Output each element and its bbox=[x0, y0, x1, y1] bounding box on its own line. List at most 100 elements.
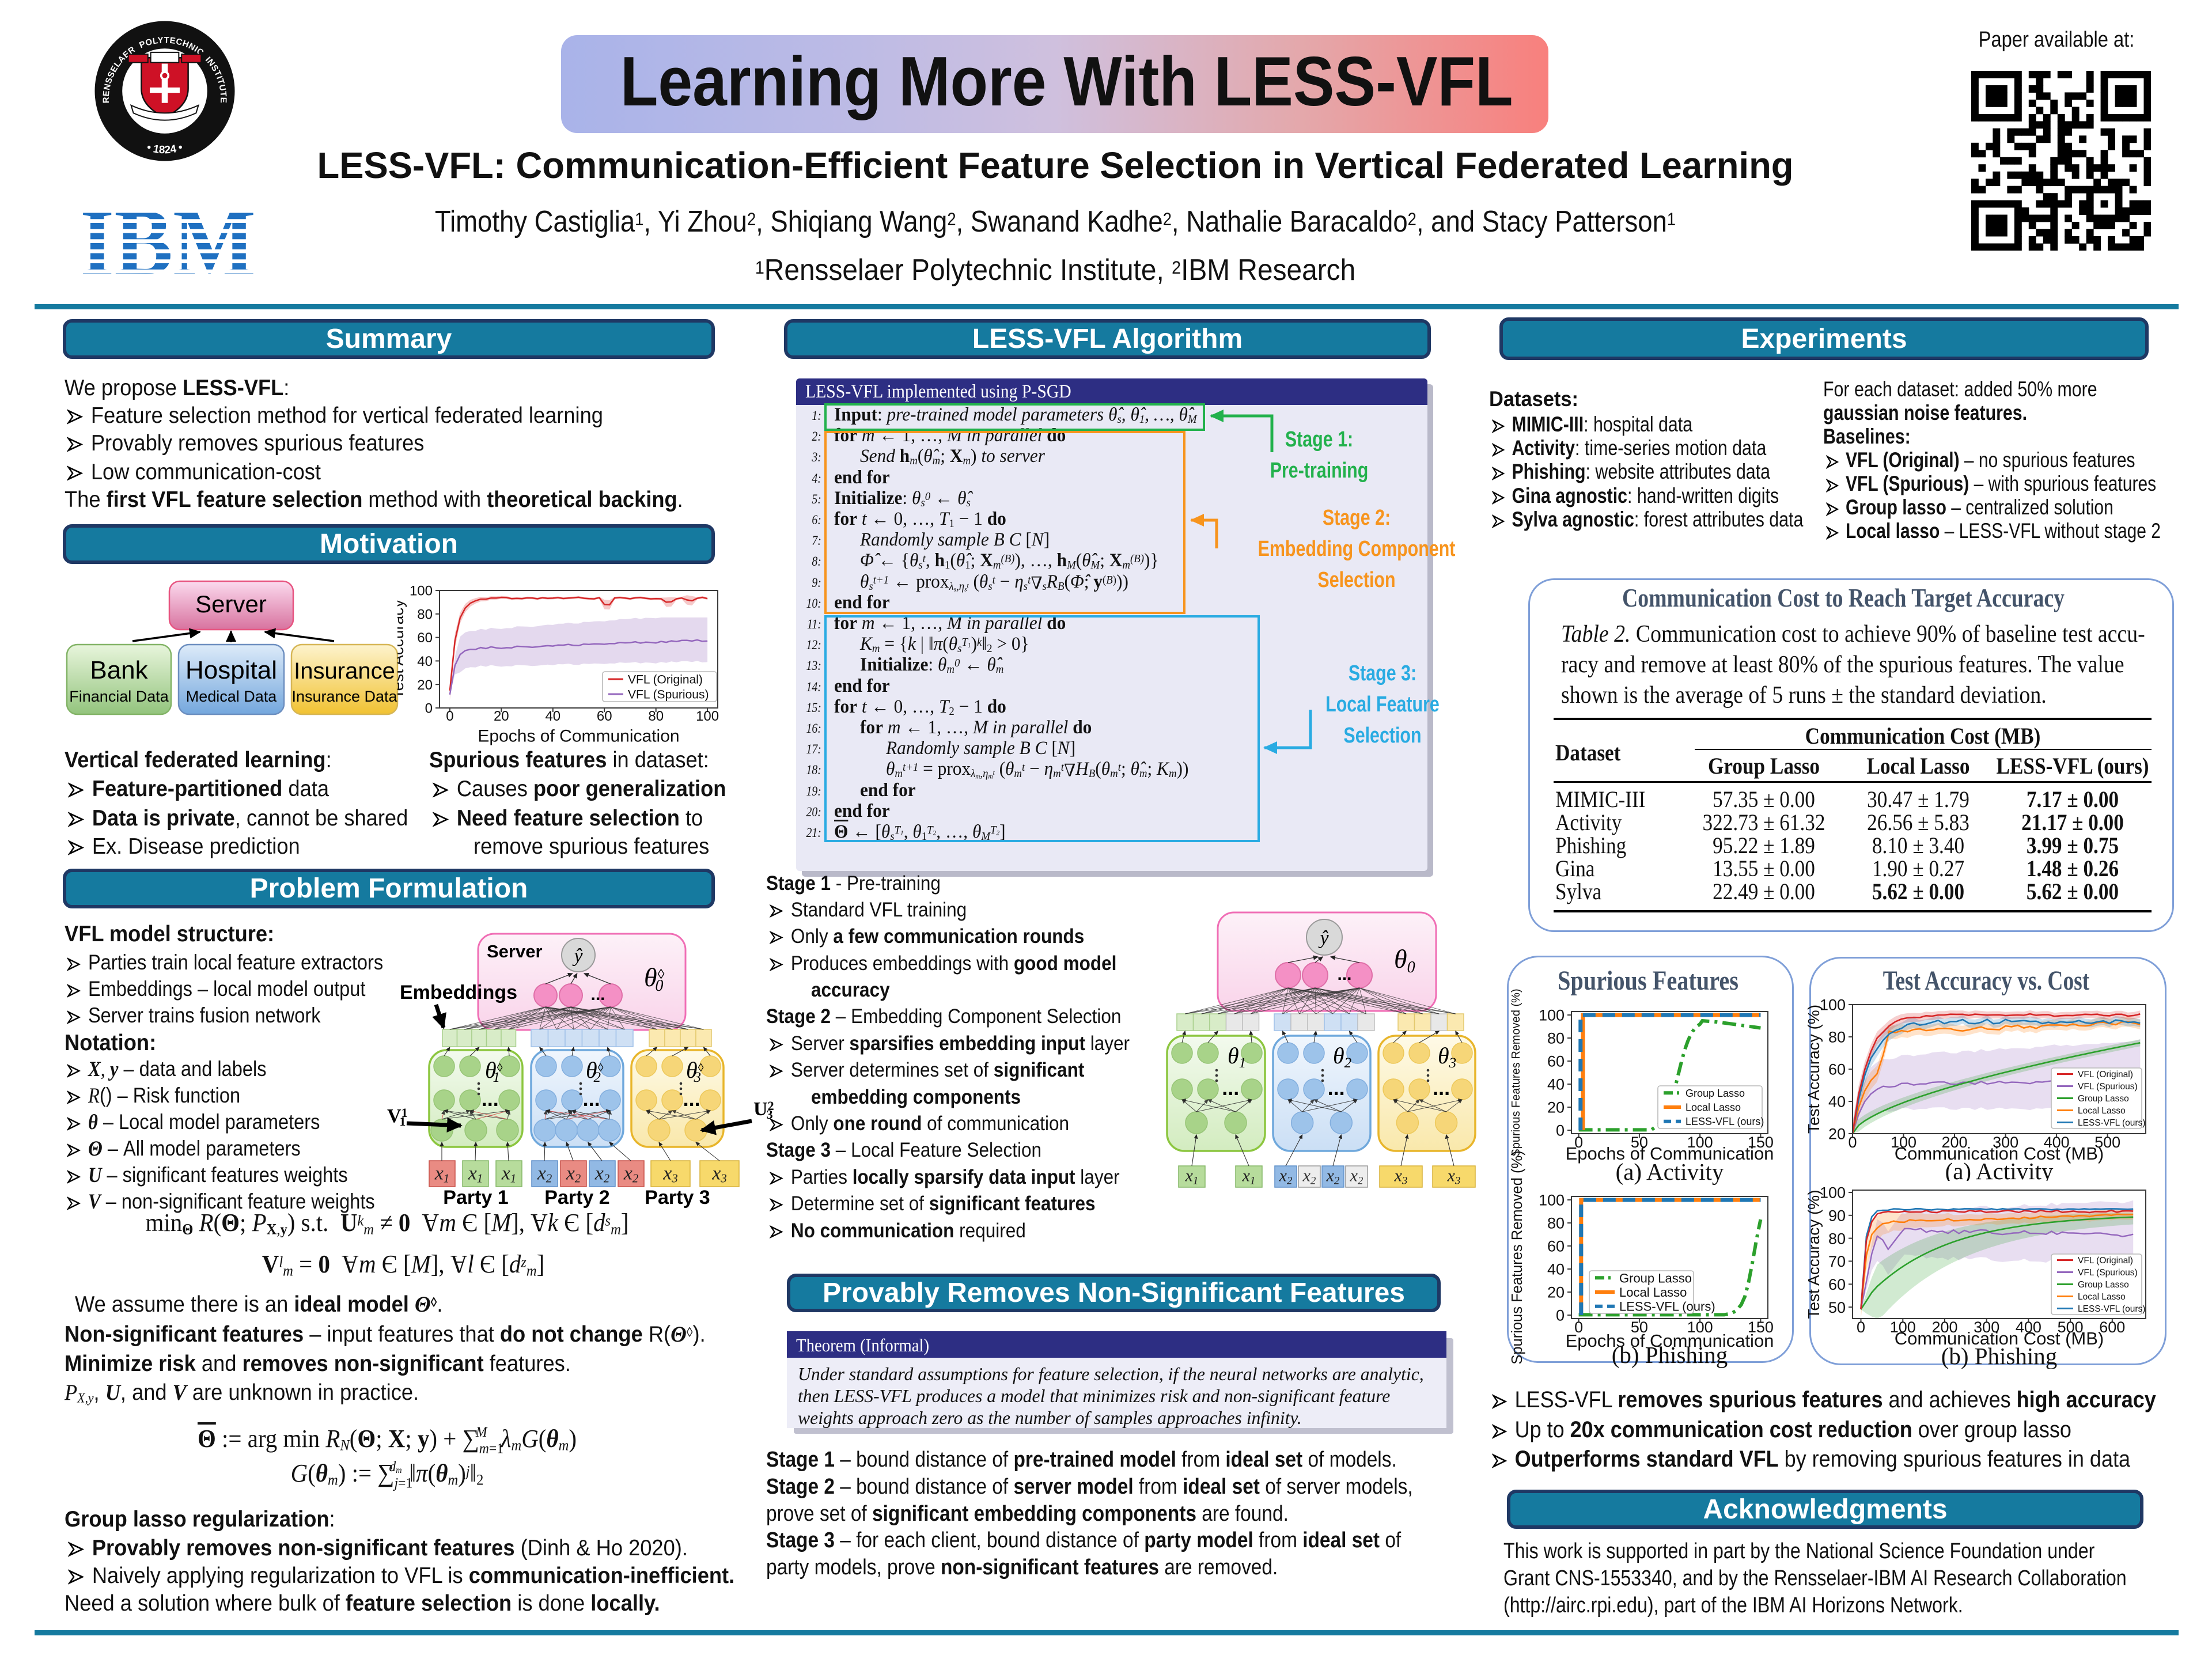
svg-text:θ◊2: θ◊ 2 bbox=[586, 1057, 604, 1085]
svg-text:LESS-VFL (ours): LESS-VFL (ours) bbox=[1685, 1116, 1764, 1127]
svg-text:x3: x3 bbox=[662, 1162, 678, 1185]
svg-text:LESS-VFL (ours): LESS-VFL (ours) bbox=[2078, 1304, 2145, 1314]
svg-text:x2: x2 bbox=[1302, 1166, 1316, 1187]
svg-text:...: ... bbox=[683, 1087, 700, 1111]
svg-text:0: 0 bbox=[1556, 1307, 1565, 1324]
svg-text:Party 1: Party 1 bbox=[443, 1187, 508, 1209]
svg-text:Communication Cost (MB): Communication Cost (MB) bbox=[1895, 1328, 2104, 1349]
svg-text:Communication Cost (MB): Communication Cost (MB) bbox=[1895, 1143, 2104, 1164]
svg-text:20: 20 bbox=[494, 709, 509, 724]
svg-text:Group Lasso: Group Lasso bbox=[2078, 1280, 2129, 1290]
svg-text:V11: V1 1 bbox=[387, 1105, 407, 1128]
svg-text:80: 80 bbox=[1547, 1215, 1565, 1232]
svg-text:0: 0 bbox=[446, 709, 453, 724]
svg-text:80: 80 bbox=[648, 709, 664, 724]
svg-text:VFL (Spurious): VFL (Spurious) bbox=[2078, 1268, 2138, 1278]
svg-text:50: 50 bbox=[1828, 1299, 1846, 1316]
svg-text:100: 100 bbox=[1687, 1134, 1713, 1151]
svg-text:40: 40 bbox=[1547, 1261, 1565, 1278]
svg-text:400: 400 bbox=[2016, 1319, 2041, 1336]
svg-text:ŷ: ŷ bbox=[572, 945, 583, 967]
svg-text:80: 80 bbox=[417, 607, 433, 622]
svg-text:Local Lasso: Local Lasso bbox=[1685, 1102, 1741, 1113]
svg-text:100: 100 bbox=[1820, 1184, 1846, 1202]
svg-text:100: 100 bbox=[1820, 997, 1846, 1014]
svg-text:50: 50 bbox=[1631, 1319, 1648, 1336]
svg-text:VFL (Spurious): VFL (Spurious) bbox=[2078, 1082, 2138, 1092]
svg-text:Test Accuracy: Test Accuracy bbox=[397, 600, 407, 699]
svg-text:Spurious Features Removed (%): Spurious Features Removed (%) bbox=[1509, 1150, 1525, 1364]
svg-text:40: 40 bbox=[417, 654, 433, 669]
svg-text:40: 40 bbox=[1547, 1076, 1565, 1093]
svg-text:ŷ: ŷ bbox=[1318, 927, 1329, 949]
svg-text:...: ... bbox=[583, 1087, 600, 1111]
svg-text:...: ... bbox=[1222, 1076, 1239, 1100]
svg-text:LESS-VFL (ours): LESS-VFL (ours) bbox=[1619, 1300, 1715, 1314]
svg-text:100: 100 bbox=[1890, 1319, 1916, 1336]
svg-text:80: 80 bbox=[1828, 1230, 1846, 1247]
svg-text:60: 60 bbox=[1547, 1053, 1565, 1070]
svg-text:20: 20 bbox=[1828, 1126, 1846, 1143]
svg-text:40: 40 bbox=[1828, 1093, 1846, 1111]
svg-text:Epochs of Communication: Epochs of Communication bbox=[478, 726, 679, 745]
svg-text:20: 20 bbox=[417, 677, 433, 693]
svg-text:70: 70 bbox=[1828, 1253, 1846, 1270]
svg-text:0: 0 bbox=[425, 701, 433, 717]
svg-text:Party 2: Party 2 bbox=[544, 1187, 609, 1209]
svg-text:150: 150 bbox=[1748, 1134, 1774, 1151]
svg-text:300: 300 bbox=[1974, 1319, 1999, 1336]
svg-text:80: 80 bbox=[1547, 1030, 1565, 1047]
svg-text:Local Lasso: Local Lasso bbox=[2078, 1106, 2126, 1116]
svg-text:Group Lasso: Group Lasso bbox=[1619, 1271, 1692, 1285]
svg-text:...: ... bbox=[482, 1087, 499, 1111]
svg-text:...: ... bbox=[1433, 1076, 1450, 1100]
svg-text:100: 100 bbox=[1539, 1192, 1565, 1209]
svg-text:0: 0 bbox=[1574, 1319, 1583, 1336]
svg-text:Medical Data: Medical Data bbox=[186, 688, 278, 705]
svg-text:Insurance Data: Insurance Data bbox=[291, 688, 397, 705]
svg-text:VFL (Original): VFL (Original) bbox=[628, 673, 703, 687]
svg-text:60: 60 bbox=[1828, 1276, 1846, 1293]
svg-text:Financial Data: Financial Data bbox=[69, 688, 169, 705]
svg-text:Bank: Bank bbox=[90, 656, 148, 684]
svg-text:60: 60 bbox=[1547, 1238, 1565, 1255]
svg-text:Test Accuracy (%): Test Accuracy (%) bbox=[1805, 1005, 1823, 1134]
svg-text:θ0: θ0 bbox=[1394, 944, 1415, 976]
svg-text:200: 200 bbox=[1941, 1134, 1967, 1151]
svg-text:100: 100 bbox=[696, 709, 719, 724]
svg-text:Party 3: Party 3 bbox=[645, 1187, 710, 1209]
svg-text:0: 0 bbox=[1848, 1134, 1857, 1151]
svg-text:Local Lasso: Local Lasso bbox=[2078, 1292, 2126, 1302]
svg-text:LESS-VFL (ours): LESS-VFL (ours) bbox=[2078, 1118, 2145, 1128]
svg-text:Insurance: Insurance bbox=[294, 658, 395, 684]
svg-text:40: 40 bbox=[545, 709, 560, 724]
svg-text:(a) Activity: (a) Activity bbox=[1945, 1158, 2054, 1181]
svg-text:60: 60 bbox=[417, 630, 433, 646]
svg-text:θ◊1: θ◊ 1 bbox=[485, 1057, 503, 1085]
svg-text:U23: U2 3 bbox=[753, 1099, 774, 1122]
svg-text:150: 150 bbox=[1748, 1319, 1774, 1336]
svg-text:100: 100 bbox=[410, 584, 433, 599]
svg-text:Test Accuracy (%): Test Accuracy (%) bbox=[1805, 1190, 1823, 1319]
svg-text:50: 50 bbox=[1631, 1134, 1648, 1151]
svg-text:60: 60 bbox=[1828, 1061, 1846, 1078]
svg-text:...: ... bbox=[591, 985, 605, 1004]
svg-text:500: 500 bbox=[2058, 1319, 2084, 1336]
svg-text:300: 300 bbox=[1993, 1134, 2018, 1151]
svg-text:500: 500 bbox=[2094, 1134, 2120, 1151]
svg-text:VFL (Original): VFL (Original) bbox=[2078, 1070, 2133, 1080]
svg-text:(b) Phishing: (b) Phishing bbox=[1941, 1343, 2058, 1369]
svg-text:Embeddings: Embeddings bbox=[400, 982, 517, 1003]
svg-text:θ◊0: θ◊ 0 bbox=[644, 963, 665, 995]
svg-text:Server: Server bbox=[195, 590, 267, 618]
svg-text:Hospital: Hospital bbox=[185, 656, 277, 684]
svg-text:Server: Server bbox=[487, 941, 543, 961]
svg-text:60: 60 bbox=[597, 709, 612, 724]
svg-text:Group Lasso: Group Lasso bbox=[2078, 1094, 2129, 1104]
svg-text:20: 20 bbox=[1547, 1284, 1565, 1301]
svg-text:80: 80 bbox=[1828, 1029, 1846, 1046]
svg-text:600: 600 bbox=[2099, 1319, 2125, 1336]
svg-text:200: 200 bbox=[1931, 1319, 1957, 1336]
svg-text:(b) Phishing: (b) Phishing bbox=[1612, 1342, 1728, 1368]
svg-text:Epochs of Communication: Epochs of Communication bbox=[1566, 1331, 1774, 1351]
